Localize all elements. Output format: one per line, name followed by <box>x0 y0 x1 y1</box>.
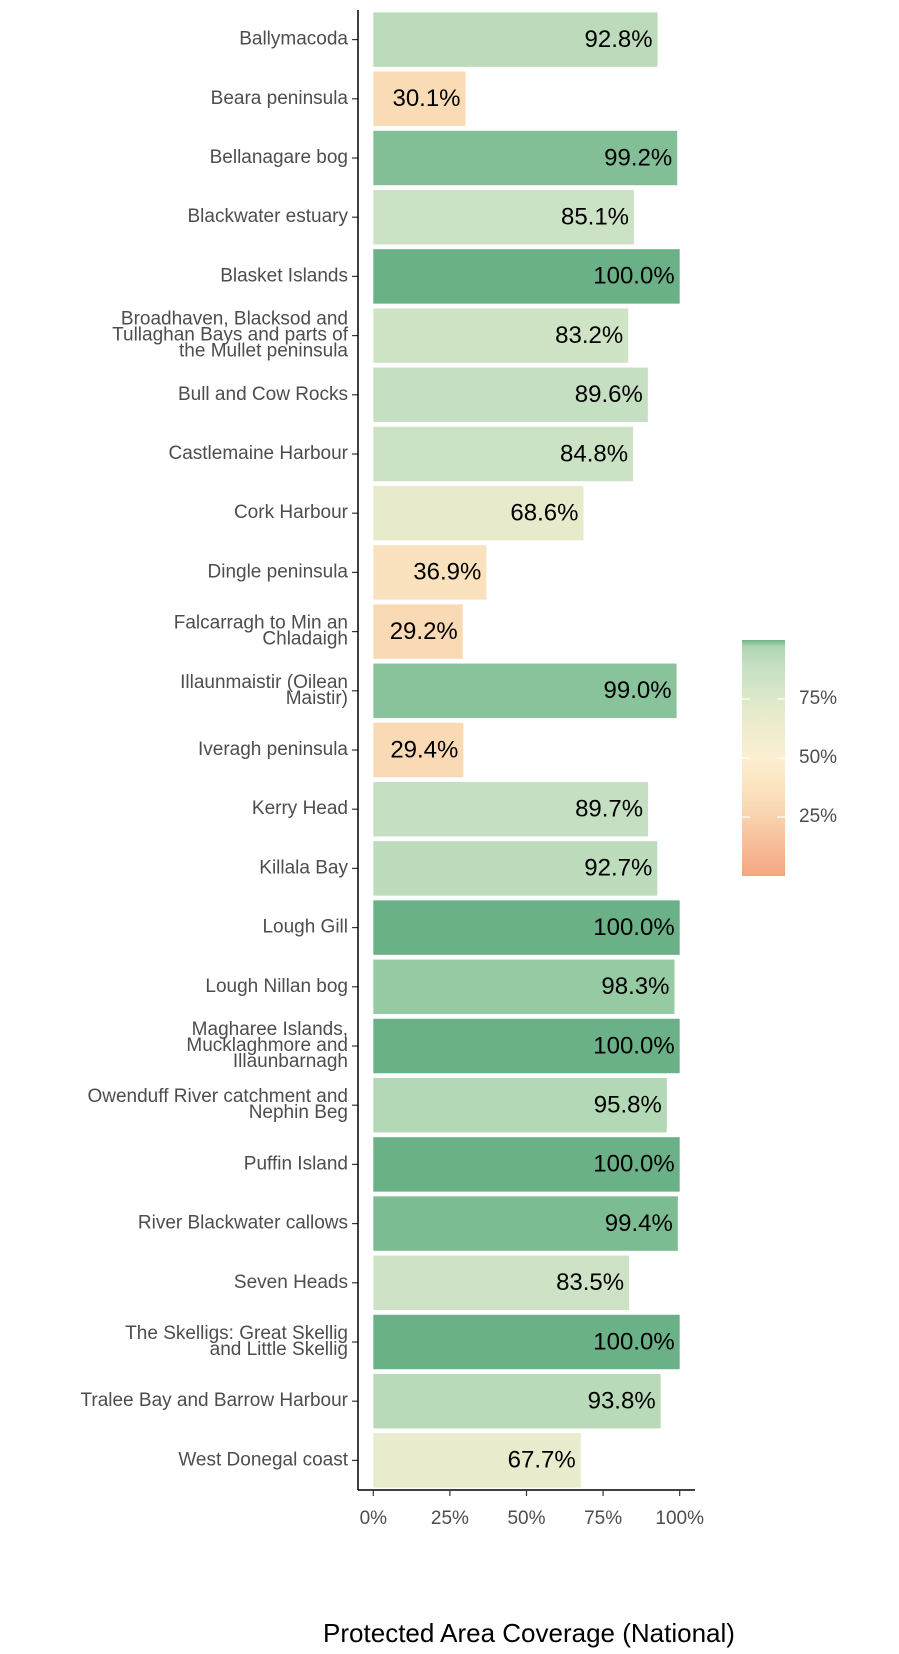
value-label: 68.6% <box>510 500 578 527</box>
value-label: 100.0% <box>593 263 674 290</box>
y-tick-label: Blasket Islands <box>220 265 348 286</box>
bar <box>373 12 658 67</box>
bar <box>373 663 677 719</box>
x-tick-label: 0% <box>360 1508 388 1529</box>
y-tick-label: Iveragh peninsula <box>198 739 348 760</box>
bar <box>373 959 675 1015</box>
value-label: 99.0% <box>604 677 672 704</box>
value-label: 83.5% <box>556 1269 624 1296</box>
y-tick-label: Magharee Islands, Mucklaghmore and Illaunb… <box>186 1019 348 1072</box>
bar <box>373 1196 678 1251</box>
bar <box>373 1018 680 1074</box>
bar <box>373 545 487 600</box>
bar <box>373 367 648 423</box>
y-tick-label: Lough Nillan bog <box>205 976 348 997</box>
value-label: 67.7% <box>508 1447 576 1474</box>
bar <box>373 485 584 541</box>
value-label: 95.8% <box>594 1092 662 1119</box>
value-label: 100.0% <box>593 1151 674 1178</box>
value-label: 30.1% <box>392 85 460 112</box>
bar <box>373 604 463 659</box>
value-label: 99.4% <box>605 1210 673 1237</box>
value-label: 98.3% <box>601 973 669 1000</box>
y-tick-label: Broadhaven, Blacksod and Tullaghan Bays a… <box>112 309 349 362</box>
bar <box>373 1373 661 1429</box>
value-label: 36.9% <box>413 559 481 586</box>
y-tick-label: Puffin Island <box>244 1153 348 1174</box>
y-tick-label: River Blackwater callows <box>138 1213 348 1234</box>
y-tick-label: Dingle peninsula <box>208 561 349 582</box>
value-label: 84.8% <box>560 440 628 467</box>
value-label: 92.7% <box>584 855 652 882</box>
y-tick-label: Ballymacoda <box>239 29 348 50</box>
bar <box>373 900 680 955</box>
colorbar-tick-label: 25% <box>799 806 837 827</box>
value-label: 100.0% <box>593 914 674 941</box>
x-tick-label: 25% <box>431 1508 469 1529</box>
y-tick-label: Killala Bay <box>259 857 348 878</box>
y-tick-label: Owenduff River catchment and Nephin Beg <box>87 1086 348 1123</box>
bar <box>373 1255 630 1311</box>
bar <box>373 781 649 837</box>
value-label: 89.6% <box>575 381 643 408</box>
y-tick-label: Seven Heads <box>234 1272 348 1293</box>
x-axis-title: Protected Area Coverage (National) <box>323 1618 735 1648</box>
value-label: 89.7% <box>575 796 643 823</box>
y-tick-label: Castlemaine Harbour <box>168 443 348 464</box>
x-tick-label: 50% <box>507 1508 545 1529</box>
y-tick-label: Illaunmaistir (Oilean Maistir) <box>180 672 348 709</box>
x-tick-label: 100% <box>655 1508 704 1529</box>
y-tick-label: Blackwater estuary <box>187 206 348 227</box>
bar <box>373 841 658 896</box>
value-label: 85.1% <box>561 204 629 231</box>
y-tick-label: Bull and Cow Rocks <box>178 384 348 405</box>
colorbar-tick-label: 75% <box>799 688 837 709</box>
bar <box>373 249 680 304</box>
y-tick-label: Falcarragh to Min an Chladaigh <box>174 613 348 650</box>
y-tick-label: West Donegal coast <box>178 1449 348 1470</box>
y-tick-label: Bellanagare bog <box>210 147 348 168</box>
y-tick-label: Beara peninsula <box>211 88 349 109</box>
value-label: 99.2% <box>604 144 672 171</box>
bar <box>373 308 629 363</box>
y-tick-label: Lough Gill <box>262 917 348 938</box>
bar <box>373 1314 680 1370</box>
y-tick-label: Tralee Bay and Barrow Harbour <box>80 1390 348 1411</box>
colorbar-tick-label: 50% <box>799 747 837 768</box>
value-label: 29.2% <box>390 618 458 645</box>
y-tick-label: Kerry Head <box>252 798 348 819</box>
y-tick-label: The Skelligs: Great Skellig and Little Sk… <box>125 1323 348 1360</box>
y-tick-label: Cork Harbour <box>234 502 349 523</box>
value-label: 100.0% <box>593 1032 674 1059</box>
bar <box>373 1077 667 1133</box>
value-label: 29.4% <box>390 736 458 763</box>
bar <box>373 71 466 127</box>
bar <box>373 1433 581 1488</box>
bar <box>373 722 464 778</box>
bar <box>373 1137 680 1192</box>
x-tick-label: 75% <box>584 1508 622 1529</box>
value-label: 100.0% <box>593 1328 674 1355</box>
value-label: 92.8% <box>585 26 653 53</box>
bar <box>373 426 634 482</box>
bar <box>373 189 635 245</box>
value-label: 93.8% <box>588 1388 656 1415</box>
bar <box>373 130 678 186</box>
value-label: 83.2% <box>555 322 623 349</box>
